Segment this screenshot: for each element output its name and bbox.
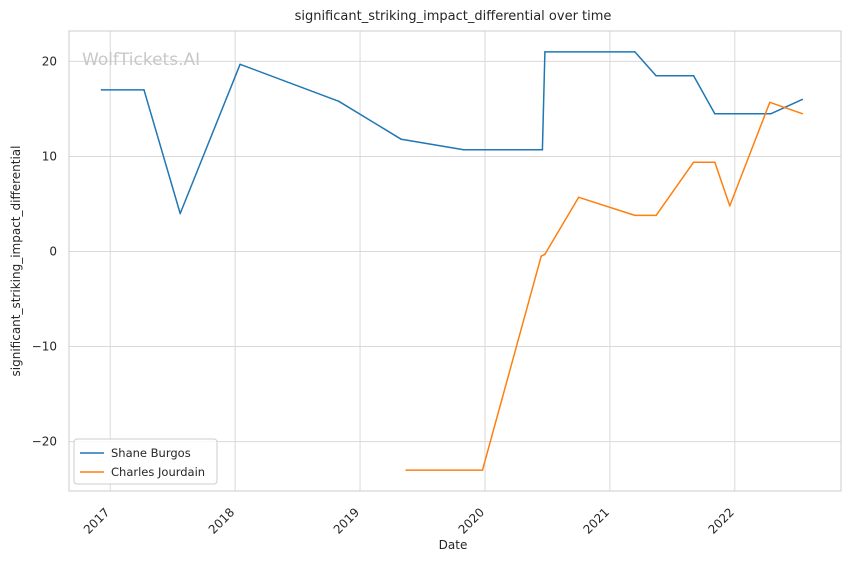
data-point <box>481 469 484 471</box>
data-point <box>768 101 771 104</box>
data-point <box>541 149 544 151</box>
data-point <box>801 112 804 115</box>
data-point <box>400 138 403 141</box>
series-layer <box>100 51 804 471</box>
x-tick-label: 2019 <box>331 505 362 536</box>
data-point <box>338 100 340 103</box>
x-tick-label: 2018 <box>206 505 237 536</box>
data-point <box>714 161 716 163</box>
data-point <box>577 196 580 199</box>
data-point <box>770 112 772 115</box>
data-point <box>692 161 695 163</box>
x-tick-label: 2020 <box>456 505 487 536</box>
series-line-0 <box>101 51 803 215</box>
data-point <box>544 253 546 256</box>
x-tick-label: 2017 <box>81 505 112 536</box>
series-line-1 <box>406 101 803 471</box>
data-point <box>544 51 546 53</box>
data-point <box>729 205 731 207</box>
y-tick-label: −10 <box>32 340 57 354</box>
watermark: WolfTickets.AI <box>82 50 200 70</box>
chart-title: significant_striking_impact_differential… <box>295 9 612 24</box>
data-point <box>143 89 145 91</box>
data-point <box>692 74 695 77</box>
data-point <box>634 214 636 217</box>
data-point <box>714 112 716 115</box>
data-point <box>179 212 181 215</box>
y-tick-label: −20 <box>32 435 57 449</box>
data-point <box>634 51 636 53</box>
y-tick-labels: 20 10 0 −10 −20 <box>32 54 57 448</box>
legend-label: Shane Burgos <box>111 446 191 460</box>
x-tick-label: 2021 <box>581 505 612 536</box>
data-point <box>100 89 103 91</box>
y-axis-label: significant_striking_impact_differential <box>9 146 23 377</box>
legend: Shane Burgos Charles Jourdain <box>73 438 218 485</box>
y-tick-label: 10 <box>42 149 57 163</box>
data-point <box>801 98 804 101</box>
data-point <box>655 74 657 77</box>
data-point <box>655 214 657 217</box>
legend-box <box>73 438 218 485</box>
data-point <box>405 469 408 471</box>
legend-label: Charles Jourdain <box>111 465 205 479</box>
data-point <box>540 255 542 258</box>
data-point <box>239 63 241 66</box>
x-tick-labels: 2017 2018 2019 2020 2021 2022 <box>81 505 737 536</box>
data-point <box>462 149 465 151</box>
x-axis-label: Date <box>439 538 468 552</box>
grid <box>69 31 841 491</box>
y-tick-label: 0 <box>49 244 57 258</box>
y-tick-label: 20 <box>42 54 57 68</box>
plot-area <box>68 30 842 492</box>
x-tick-label: 2022 <box>705 505 736 536</box>
